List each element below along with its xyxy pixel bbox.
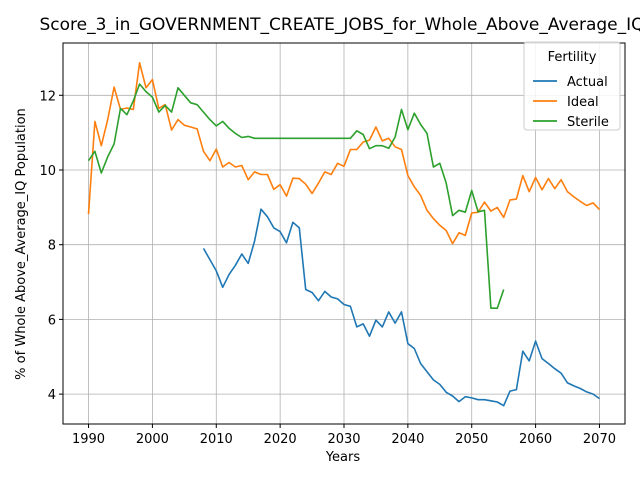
x-tick-label: 2020 (264, 432, 297, 447)
x-tick-label: 2070 (583, 432, 616, 447)
legend-label-ideal: Ideal (567, 95, 599, 110)
y-tick-label: 4 (48, 388, 56, 403)
y-axis-ticks: 4 6 8 10 12 (39, 89, 63, 403)
chart-title: Score_3_in_GOVERNMENT_CREATE_JOBS_for_Wh… (39, 15, 640, 35)
x-tick-label: 2030 (327, 432, 360, 447)
y-tick-label: 6 (48, 313, 56, 328)
series-line-ideal (87, 61, 601, 245)
y-tick-label: 8 (48, 239, 56, 254)
y-axis-label: % of Whole Above_Average_IQ Population (14, 108, 29, 380)
x-tick-label: 2000 (136, 432, 169, 447)
legend: Fertility Actual Ideal Sterile (523, 41, 621, 131)
y-tick-label: 10 (39, 164, 56, 179)
x-tick-label: 2050 (455, 432, 488, 447)
series-line-sterile (87, 83, 505, 310)
x-axis-label: Years (325, 450, 361, 465)
legend-title: Fertility (548, 50, 597, 65)
x-tick-label: 1990 (72, 432, 105, 447)
legend-box (523, 41, 621, 131)
legend-label-actual: Actual (567, 75, 608, 90)
y-tick-label: 12 (39, 89, 56, 104)
series-line-actual (202, 208, 600, 407)
legend-label-sterile: Sterile (567, 115, 609, 130)
x-tick-label: 2060 (519, 432, 552, 447)
series-layer (87, 61, 601, 407)
x-tick-label: 2010 (200, 432, 233, 447)
x-tick-label: 2040 (391, 432, 424, 447)
legend-entries: Actual Ideal Sterile (533, 75, 609, 130)
x-axis-ticks: 1990 2000 2010 2020 2030 2040 2050 2060 2070 (72, 424, 616, 447)
